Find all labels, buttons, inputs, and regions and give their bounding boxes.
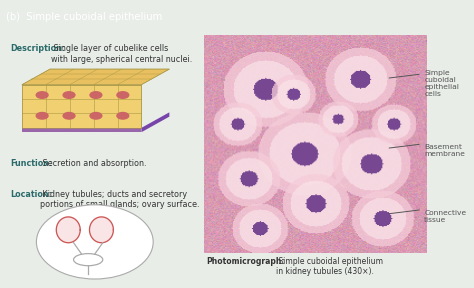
- Polygon shape: [90, 217, 113, 243]
- Circle shape: [63, 92, 75, 98]
- Circle shape: [90, 113, 102, 119]
- Circle shape: [90, 92, 102, 98]
- Text: Photomicrograph:: Photomicrograph:: [207, 257, 285, 266]
- Text: Single layer of cubelike cells
with large, spherical central nuclei.: Single layer of cubelike cells with larg…: [51, 44, 192, 64]
- Text: Simple
cuboidal
epithelial
cells: Simple cuboidal epithelial cells: [424, 70, 459, 96]
- Ellipse shape: [73, 254, 103, 266]
- Polygon shape: [56, 217, 80, 243]
- Text: Connective
tissue: Connective tissue: [424, 210, 466, 223]
- Circle shape: [36, 92, 48, 98]
- Text: Secretion and absorption.: Secretion and absorption.: [40, 159, 147, 168]
- Text: Basement
membrane: Basement membrane: [424, 144, 465, 157]
- Text: Description:: Description:: [10, 44, 65, 53]
- Text: Simple cuboidal epithelium
in kidney tubules (430×).: Simple cuboidal epithelium in kidney tub…: [276, 257, 383, 276]
- Text: Function:: Function:: [10, 159, 52, 168]
- Circle shape: [63, 113, 75, 119]
- Circle shape: [117, 113, 129, 119]
- Circle shape: [36, 113, 48, 119]
- Text: (b)  Simple cuboidal epithelium: (b) Simple cuboidal epithelium: [6, 12, 162, 22]
- Text: Location:: Location:: [10, 190, 52, 199]
- Polygon shape: [141, 112, 169, 132]
- Polygon shape: [22, 85, 141, 128]
- Ellipse shape: [36, 205, 153, 279]
- Text: Kidney tubules; ducts and secretory
portions of small glands; ovary surface.: Kidney tubules; ducts and secretory port…: [40, 190, 200, 209]
- Circle shape: [117, 92, 129, 98]
- Polygon shape: [22, 69, 169, 85]
- Polygon shape: [22, 128, 141, 132]
